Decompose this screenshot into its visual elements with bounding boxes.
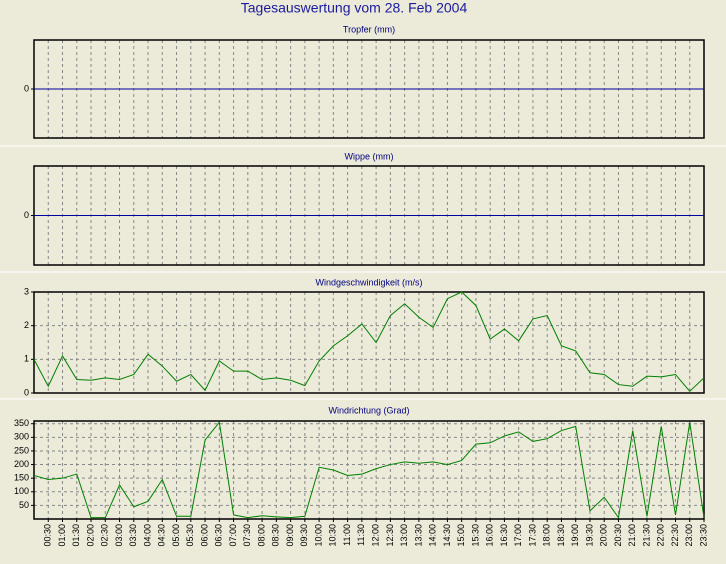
x-tick-label: 06:30 [214, 524, 224, 547]
x-tick-label: 07:00 [228, 524, 238, 547]
x-tick-label: 04:00 [142, 524, 152, 547]
x-tick-label: 13:30 [413, 524, 423, 547]
y-tick-label: 350 [14, 418, 29, 428]
x-tick-label: 17:00 [513, 524, 523, 547]
y-tick-label: 0 [24, 210, 29, 220]
x-tick-label: 15:30 [470, 524, 480, 547]
data-line [33, 291, 705, 393]
x-tick-label: 12:00 [371, 524, 381, 547]
x-tick-label: 12:30 [385, 524, 395, 547]
x-tick-label: 11:30 [356, 524, 366, 546]
x-tick-label: 14:30 [442, 524, 452, 547]
x-tick-label: 05:00 [171, 524, 181, 547]
y-tick-label: 150 [14, 473, 29, 483]
x-tick-label: 06:00 [199, 524, 209, 547]
x-tick-label: 16:30 [499, 524, 509, 547]
x-tick-label: 10:00 [313, 524, 323, 547]
y-tick-label: 0 [24, 387, 29, 397]
x-tick-label: 08:30 [271, 524, 281, 547]
x-tick-label: 21:00 [627, 524, 637, 547]
x-tick-label: 19:00 [570, 524, 580, 547]
x-tick-label: 23:30 [698, 524, 708, 547]
x-tick-label: 23:00 [684, 524, 694, 547]
x-tick-label: 09:30 [299, 524, 309, 547]
y-tick-label: 250 [14, 445, 29, 455]
x-tick-label: 20:00 [599, 524, 609, 547]
x-tick-label: 14:00 [428, 524, 438, 547]
x-tick-label: 20:30 [613, 524, 623, 547]
x-tick-label: 19:30 [584, 524, 594, 547]
x-tick-label: 10:30 [328, 524, 338, 547]
y-tick-label: 100 [14, 486, 29, 496]
x-tick-label: 03:30 [128, 524, 138, 547]
x-tick-label: 00:30 [43, 524, 53, 547]
y-tick-label: 1 [24, 354, 29, 364]
x-tick-label: 02:30 [100, 524, 110, 547]
x-tick-label: 04:30 [157, 524, 167, 547]
x-tick-label: 18:30 [556, 524, 566, 547]
panel-title: Windgeschwindigkeit (m/s) [315, 277, 422, 287]
y-tick-label: 200 [14, 459, 29, 469]
x-tick-label: 09:00 [285, 524, 295, 547]
x-tick-label: 11:00 [342, 524, 352, 546]
panel-title: Windrichtung (Grad) [328, 405, 409, 415]
y-tick-label: 3 [24, 286, 29, 296]
plot-frame [33, 291, 705, 394]
y-tick-label: 300 [14, 432, 29, 442]
x-tick-label: 17:30 [527, 524, 537, 547]
panel-title: Wippe (mm) [345, 151, 394, 161]
x-tick-label: 01:00 [57, 524, 67, 547]
y-tick-label: 0 [24, 83, 29, 93]
data-line [33, 421, 705, 519]
x-tick-label: 13:00 [399, 524, 409, 547]
x-tick-label: 07:30 [242, 524, 252, 547]
x-tick-label: 08:00 [256, 524, 266, 547]
page-title: Tagesauswertung vom 28. Feb 2004 [241, 0, 468, 16]
x-tick-label: 02:00 [85, 524, 95, 547]
x-tick-label: 21:30 [641, 524, 651, 547]
x-tick-label: 22:30 [670, 524, 680, 547]
panel-title: Tropfer (mm) [343, 24, 395, 34]
x-tick-label: 18:00 [542, 524, 552, 547]
x-tick-label: 15:00 [456, 524, 466, 547]
y-tick-label: 50 [19, 500, 29, 510]
x-tick-label: 16:00 [485, 524, 495, 547]
plot-frame [33, 420, 705, 520]
x-tick-label: 22:00 [656, 524, 666, 547]
x-tick-label: 03:00 [114, 524, 124, 547]
x-tick-label: 01:30 [71, 524, 81, 547]
x-tick-label: 05:30 [185, 524, 195, 547]
y-tick-label: 2 [24, 320, 29, 330]
